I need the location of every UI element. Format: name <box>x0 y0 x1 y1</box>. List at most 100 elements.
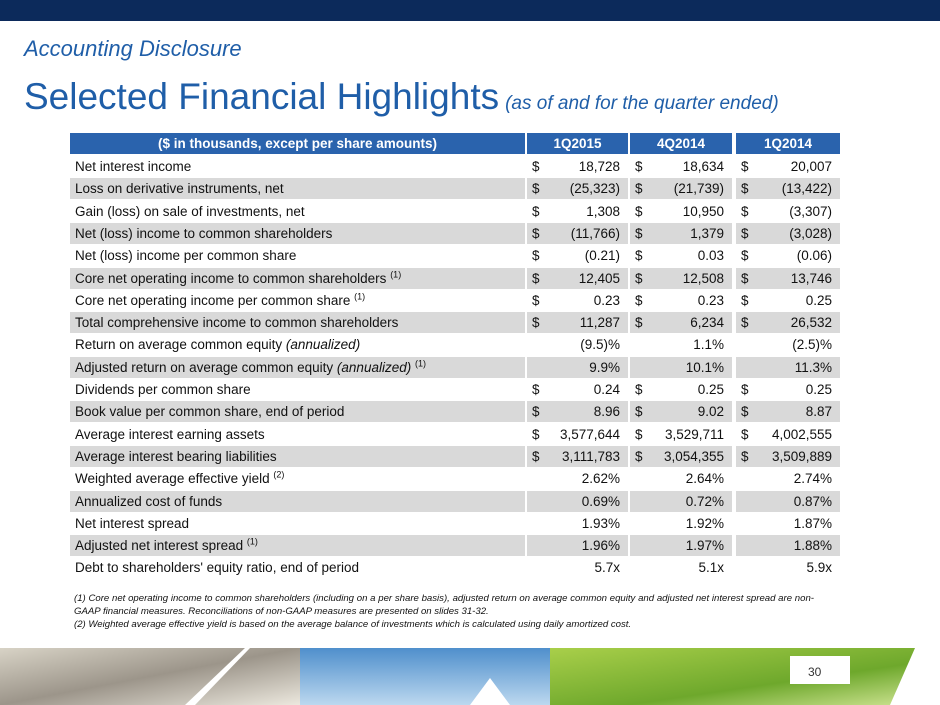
label-italic: (annualized) <box>336 359 412 375</box>
row-label: Adjusted net interest spread (1) <box>70 535 525 557</box>
currency-symbol: $ <box>741 270 749 286</box>
currency-symbol: $ <box>741 448 749 464</box>
page-number: 30 <box>808 665 822 679</box>
footnote: (1) Core net operating income to common … <box>74 593 814 617</box>
currency-symbol: $ <box>532 225 540 241</box>
value-cell: 2.74% <box>736 468 840 489</box>
label-text: Annualized cost of funds <box>75 493 223 509</box>
cell-value: 9.9% <box>589 359 620 375</box>
value-cell: $ (13,422) <box>736 178 840 200</box>
row-label: Net interest spread <box>70 513 525 534</box>
label-text: Average interest bearing liabilities <box>75 448 277 464</box>
title: Selected Financial Highlights (as of and … <box>24 76 779 118</box>
value-cell: $0.23 <box>630 290 732 311</box>
row-label: Average interest bearing liabilities <box>70 445 525 467</box>
row-label: Annualized cost of funds <box>70 490 525 512</box>
row-label: Core net operating income per common sha… <box>70 290 525 311</box>
currency-symbol: $ <box>741 159 749 174</box>
leaf-image <box>550 648 940 705</box>
cell-value: 6,234 <box>690 315 724 331</box>
cell-value: 13,746 <box>790 270 832 286</box>
value-cell: 1.96% <box>527 535 628 557</box>
row-label: Adjusted return on average common equity… <box>70 356 525 378</box>
label-text: Core net operating income per common sha… <box>75 292 351 308</box>
sky-image <box>300 648 550 705</box>
value-cell: 5.9x <box>736 557 840 578</box>
label-text: Adjusted net interest spread <box>75 538 244 554</box>
value-cell: 0.69% <box>527 490 628 512</box>
cell-value: 0.03 <box>697 248 724 264</box>
cell-value: 1.88% <box>793 538 832 554</box>
row-label: Net (loss) income per common share <box>70 245 525 266</box>
value-cell: $3,577,644 <box>527 424 628 445</box>
cell-value: 2.74% <box>793 471 832 487</box>
value-cell: $12,508 <box>630 267 732 289</box>
currency-symbol: $ <box>635 426 643 442</box>
cell-value: (13,422) <box>781 181 832 197</box>
cell-value: 3,054,355 <box>663 448 724 464</box>
cell-value: 5.7x <box>594 560 620 576</box>
cell-value: 2.64% <box>685 471 724 487</box>
cell-value: 9.02 <box>697 404 724 420</box>
value-cell: $ (0.21) <box>527 245 628 266</box>
label-text: Average interest earning assets <box>75 426 265 442</box>
footnote-ref: (1) <box>414 358 426 369</box>
cell-value: 8.87 <box>805 404 832 420</box>
footnotes: (1) Core net operating income to common … <box>74 592 814 631</box>
cell-value: 11.3% <box>794 359 832 375</box>
value-cell: 0.87% <box>736 490 840 512</box>
value-cell: $1,308 <box>527 201 628 222</box>
label-text: Gain (loss) on sale of investments, net <box>75 203 305 219</box>
value-cell: (2.5)% <box>736 334 840 355</box>
value-cell: $13,746 <box>736 267 840 289</box>
label-text: Net (loss) income per common share <box>75 248 297 264</box>
currency-symbol: $ <box>635 448 643 464</box>
row-label: Debt to shareholders' equity ratio, end … <box>70 557 525 578</box>
value-cell: $8.87 <box>736 401 840 423</box>
currency-symbol: $ <box>532 315 540 331</box>
value-cell: $ (11,766) <box>527 222 628 244</box>
value-cell: $3,111,783 <box>527 445 628 467</box>
cell-value: 2.62% <box>581 471 620 487</box>
value-cell: 1.87% <box>736 513 840 534</box>
value-cell: $0.25 <box>736 379 840 400</box>
column-header: 1Q2014 <box>736 133 840 154</box>
value-cell: $0.24 <box>527 379 628 400</box>
cell-value: (25,323) <box>569 181 620 197</box>
image-strip <box>0 648 940 705</box>
row-label: Gain (loss) on sale of investments, net <box>70 201 525 222</box>
value-cell: $3,529,711 <box>630 424 732 445</box>
label-text: Adjusted return on average common equity <box>75 359 334 375</box>
rope-image <box>0 648 300 705</box>
cell-value: 12,508 <box>682 270 724 286</box>
value-cell: 1.1% <box>630 334 732 355</box>
value-cell: $10,950 <box>630 201 732 222</box>
currency-symbol: $ <box>741 203 749 219</box>
footnote-ref: (1) <box>354 291 366 302</box>
currency-symbol: $ <box>635 159 643 174</box>
currency-symbol: $ <box>532 159 540 174</box>
cell-value: 8.96 <box>593 404 620 420</box>
subtitle: Accounting Disclosure <box>24 36 242 61</box>
cell-value: 1.93% <box>581 515 620 531</box>
value-cell: 1.92% <box>630 513 732 534</box>
cell-value: 0.24 <box>593 382 620 397</box>
currency-symbol: $ <box>741 315 749 331</box>
label-text: Total comprehensive income to common sha… <box>75 315 399 331</box>
value-cell: 2.62% <box>527 468 628 489</box>
value-cell: 11.3% <box>736 356 840 378</box>
value-cell: $4,002,555 <box>736 424 840 445</box>
value-cell: 1.88% <box>736 535 840 557</box>
label-text: Debt to shareholders' equity ratio, end … <box>75 560 360 576</box>
cell-value: (0.21) <box>584 248 620 264</box>
label-text: Weighted average effective yield <box>75 471 270 487</box>
row-label: Net (loss) income to common shareholders <box>70 222 525 244</box>
cell-value: 1.97% <box>685 538 724 554</box>
cell-value: 0.72% <box>685 493 724 509</box>
currency-symbol: $ <box>635 270 643 286</box>
label-text: Net interest income <box>75 159 192 174</box>
title-text: Selected Financial Highlights <box>24 76 500 117</box>
row-label: Return on average common equity (annuali… <box>70 334 525 355</box>
value-cell: $1,379 <box>630 222 732 244</box>
cell-value: 1,379 <box>690 225 724 241</box>
